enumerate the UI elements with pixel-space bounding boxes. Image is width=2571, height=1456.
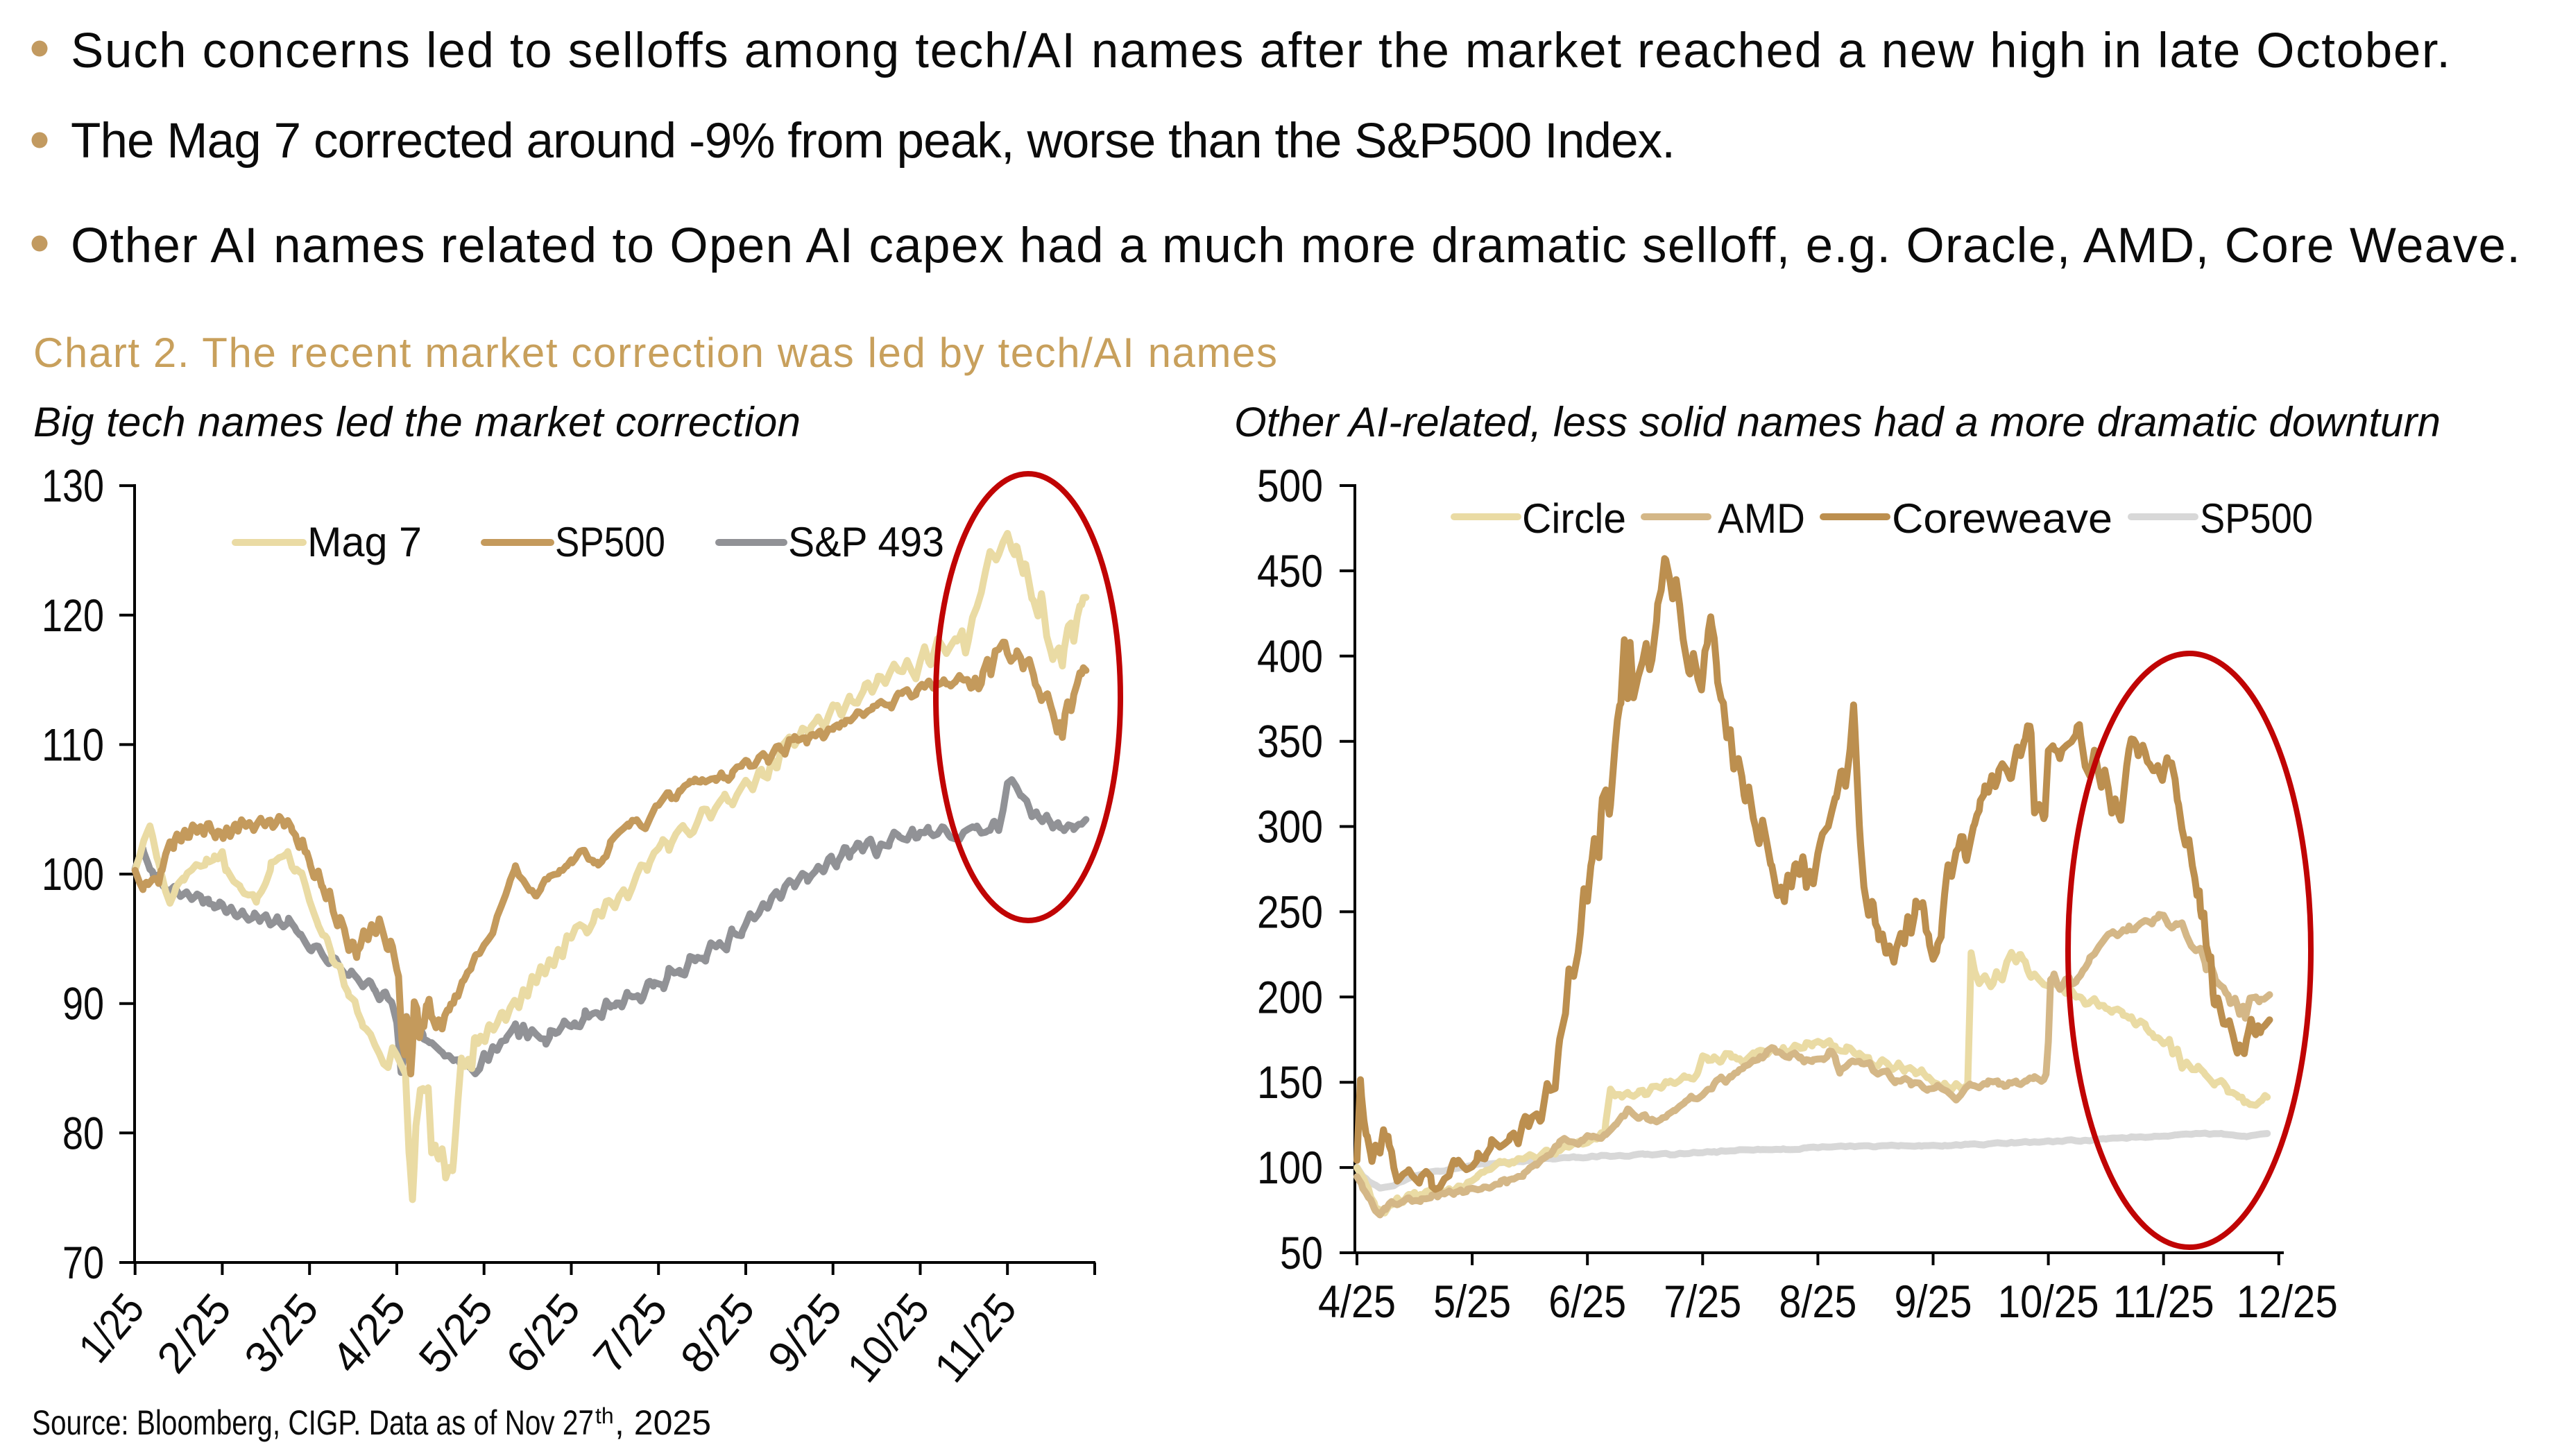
svg-text:12/25: 12/25 [2237,1276,2338,1327]
svg-text:500: 500 [1257,460,1323,511]
svg-text:Mag 7: Mag 7 [307,519,422,565]
svg-text:, 2025: , 2025 [615,1403,711,1442]
svg-text:130: 130 [42,460,104,511]
svg-text:70: 70 [62,1237,104,1288]
svg-text:7/25: 7/25 [1664,1276,1741,1327]
svg-text:200: 200 [1257,971,1323,1022]
svg-text:SP500: SP500 [2200,495,2313,542]
svg-text:9/25: 9/25 [1895,1276,1972,1327]
svg-text:Other AI names related to Open: Other AI names related to Open AI capex … [71,219,2520,273]
svg-text:50: 50 [1280,1227,1323,1278]
svg-text:Big tech names led the market: Big tech names led the market correction [33,399,801,445]
svg-text:6/25: 6/25 [1548,1276,1626,1327]
svg-text:110: 110 [42,719,104,770]
svg-text:Chart 2. The recent market cor: Chart 2. The recent market correction wa… [33,329,1277,376]
svg-text:450: 450 [1257,545,1323,597]
svg-text:100: 100 [42,848,104,900]
svg-text:S&P 493: S&P 493 [788,519,944,565]
svg-text:Coreweave: Coreweave [1892,495,2112,542]
svg-text:80: 80 [62,1107,104,1158]
svg-text:400: 400 [1257,631,1323,682]
svg-text:Such concerns led to selloffs: Such concerns led to selloffs among tech… [71,24,2450,78]
svg-text:350: 350 [1257,716,1323,767]
svg-text:10/25: 10/25 [1998,1276,2099,1327]
svg-text:11/25: 11/25 [2113,1276,2214,1327]
svg-text:300: 300 [1257,801,1323,853]
svg-text:8/25: 8/25 [1779,1276,1856,1327]
svg-text:Circle: Circle [1522,495,1626,542]
svg-text:100: 100 [1257,1142,1323,1193]
svg-text:Other AI-related, less solid n: Other AI-related, less solid names had a… [1234,399,2441,445]
svg-text:4/25: 4/25 [1318,1276,1396,1327]
svg-text:Source: Bloomberg, CIGP. Data: Source: Bloomberg, CIGP. Data as of Nov … [32,1403,594,1442]
svg-text:5/25: 5/25 [1433,1276,1511,1327]
svg-text:90: 90 [62,978,104,1029]
svg-text:th: th [595,1403,614,1428]
svg-text:The Mag 7 corrected around -9%: The Mag 7 corrected around -9% from peak… [71,114,1675,169]
svg-text:120: 120 [42,590,104,641]
svg-text:AMD: AMD [1718,495,1805,542]
svg-text:SP500: SP500 [555,519,665,565]
svg-text:250: 250 [1257,886,1323,937]
svg-text:150: 150 [1257,1056,1323,1108]
